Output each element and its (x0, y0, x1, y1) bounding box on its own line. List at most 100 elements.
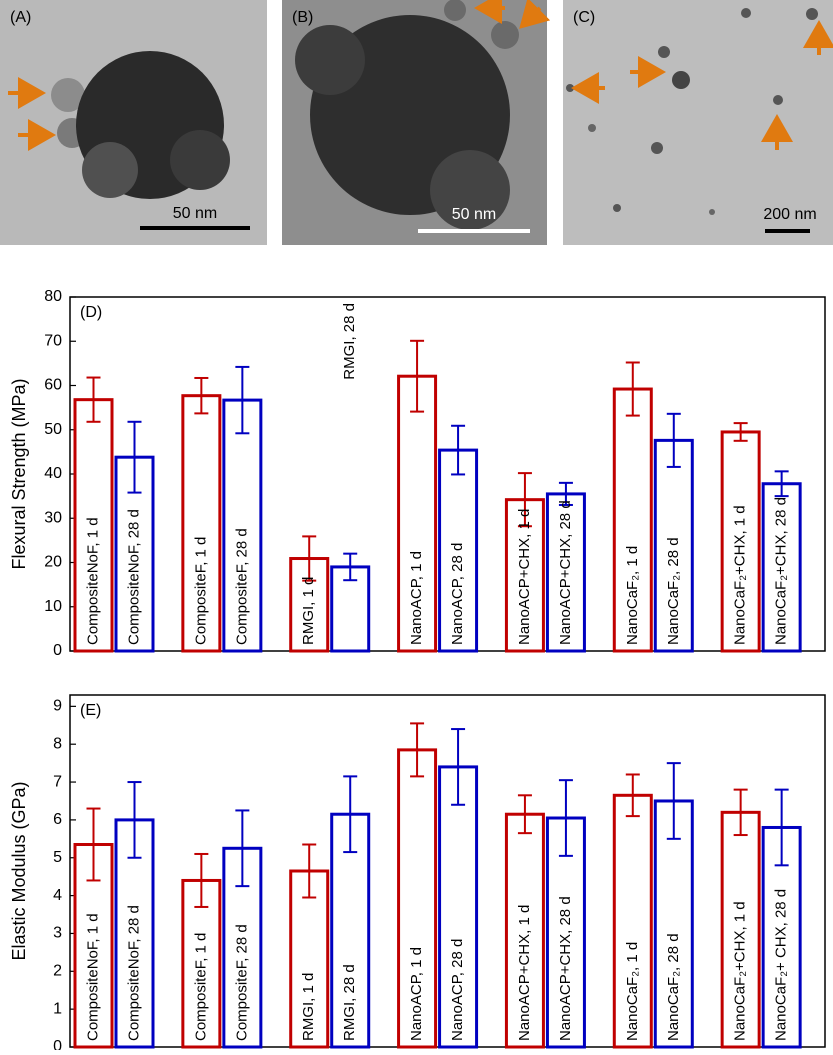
error-bar (235, 365, 250, 435)
bar (612, 793, 653, 1049)
bar-label: NanoACP+CHX, 28 d (557, 500, 574, 645)
error-bar (302, 535, 317, 582)
bar-label: NanoCaF₂+ CHX, 28 d (773, 889, 790, 1041)
error-bar (625, 773, 640, 818)
error-bar (302, 843, 317, 899)
error-bar (558, 481, 573, 506)
error-bar (774, 470, 789, 498)
error-bar (666, 412, 681, 468)
error-bar (86, 807, 101, 882)
panel-label: (D) (80, 304, 102, 321)
error-bar (410, 722, 425, 778)
panel-label: (C) (573, 9, 595, 26)
panel-label: (B) (292, 9, 313, 26)
scale-bar-label: 50 nm (173, 205, 217, 222)
error-bar (666, 762, 681, 840)
bar-label: CompositeNoF, 1 d (84, 913, 101, 1041)
bar (653, 438, 694, 653)
error-bar (517, 472, 532, 528)
y-tick-label: 1 (53, 1000, 62, 1017)
error-bar (194, 852, 209, 908)
error-bar (451, 728, 466, 806)
bar-label: NanoACP+CHX, 1 d (516, 905, 533, 1041)
y-tick-label: 6 (53, 811, 62, 828)
error-bar (235, 809, 250, 888)
y-tick-label: 30 (44, 509, 62, 526)
error-bar (86, 376, 101, 423)
bar (720, 810, 761, 1049)
bar (653, 799, 694, 1049)
panel-label: (A) (10, 9, 31, 26)
bar-label: NanoCaF₂+CHX, 1 d (732, 901, 749, 1041)
y-tick-label: 5 (53, 849, 62, 866)
error-bar (733, 788, 748, 837)
error-bar (127, 420, 142, 494)
y-tick-label: 70 (44, 332, 62, 349)
scale-bar-label: 200 nm (763, 206, 816, 223)
bar (438, 765, 479, 1049)
y-tick-label: 0 (53, 1038, 62, 1050)
y-tick-label: 60 (44, 377, 62, 394)
tem-image-a: (A) 50 nm (0, 0, 267, 245)
error-bar (343, 775, 358, 854)
bar (397, 748, 438, 1049)
y-tick-label: 8 (53, 735, 62, 752)
bar-label: RMGI, 28 d (341, 964, 358, 1041)
error-bar (625, 361, 640, 417)
bar-label: NanoACP+CHX, 1 d (516, 509, 533, 645)
bar-label: CompositeNoF, 1 d (84, 517, 101, 645)
error-bar (127, 781, 142, 859)
bar-label: NanoCaF₂, 28 d (665, 537, 682, 645)
bar (289, 869, 330, 1049)
y-tick-label: 0 (53, 642, 62, 659)
y-tick-label: 3 (53, 925, 62, 942)
bar-label: NanoACP, 1 d (408, 947, 425, 1041)
bar-label: RMGI, 28 d (341, 303, 358, 380)
bar-label: CompositeNoF, 28 d (125, 905, 142, 1041)
bar-label: CompositeNoF, 28 d (125, 509, 142, 645)
bar-label: CompositeF, 1 d (192, 537, 209, 645)
bar (181, 878, 222, 1049)
bar-label: RMGI, 1 d (300, 973, 317, 1041)
y-tick-label: 2 (53, 963, 62, 980)
bar-label: NanoCaF₂, 1 d (624, 942, 641, 1041)
tem-image-c: (C) 200 nm (563, 0, 833, 245)
error-bar (194, 376, 209, 415)
scale-bar-label: 50 nm (452, 206, 496, 223)
y-tick-label: 80 (44, 288, 62, 305)
bar-label: NanoACP, 1 d (408, 551, 425, 645)
bar (720, 430, 761, 653)
bar (397, 374, 438, 653)
y-axis-label: Elastic Modulus (GPa) (9, 781, 29, 960)
error-bar (343, 552, 358, 582)
error-bar (558, 779, 573, 857)
bar (73, 398, 114, 653)
panel-label: (E) (80, 702, 101, 719)
y-tick-label: 9 (53, 698, 62, 715)
bar-label: CompositeF, 1 d (192, 933, 209, 1041)
tem-image-b: (B) 50 nm (282, 0, 551, 245)
bar-label: NanoACP+CHX, 28 d (557, 896, 574, 1041)
bar-label: NanoCaF₂+CHX, 1 d (732, 505, 749, 645)
bar (222, 846, 263, 1049)
y-axis-label: Flexural Strength (MPa) (9, 378, 29, 569)
y-tick-label: 4 (53, 887, 62, 904)
bar-label: RMGI, 1 d (300, 577, 317, 645)
y-tick-label: 50 (44, 421, 62, 438)
y-tick-label: 40 (44, 465, 62, 482)
y-tick-label: 10 (44, 598, 62, 615)
bar-label: CompositeF, 28 d (233, 528, 250, 645)
y-tick-label: 20 (44, 554, 62, 571)
error-bar (451, 424, 466, 476)
bar (222, 398, 263, 653)
bar-label: NanoACP, 28 d (449, 939, 466, 1041)
bar-label: NanoCaF₂, 1 d (624, 546, 641, 645)
bar (181, 394, 222, 653)
bar-label: CompositeF, 28 d (233, 924, 250, 1041)
bar-label: NanoCaF₂+CHX, 28 d (773, 497, 790, 645)
error-bar (774, 788, 789, 867)
error-bar (410, 339, 425, 413)
bar-label: NanoCaF₂, 28 d (665, 933, 682, 1041)
error-bar (517, 794, 532, 835)
